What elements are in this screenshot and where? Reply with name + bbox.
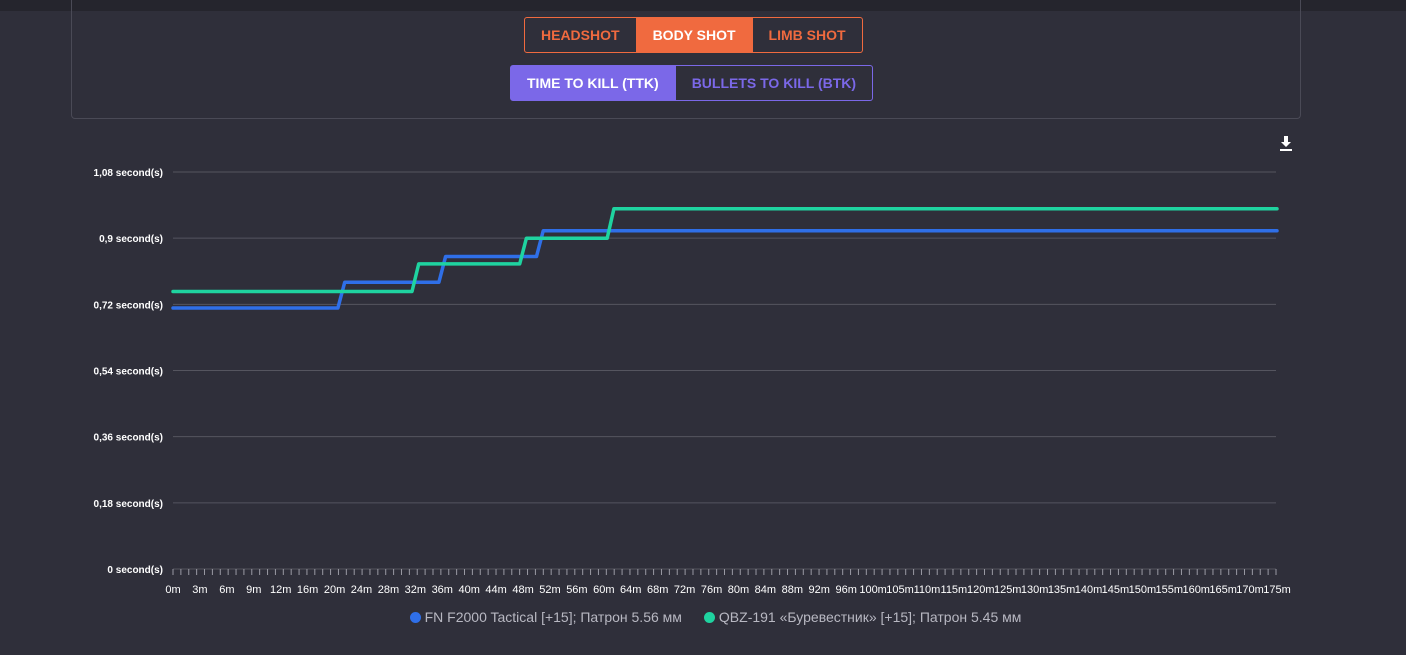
x-tick-label: 145m [1102,584,1130,596]
top-bar [0,0,1406,11]
x-tick-label: 16m [297,584,318,596]
x-tick-label: 150m [1129,584,1157,596]
x-tick-label: 80m [728,584,749,596]
x-tick-label: 115m [941,584,968,596]
y-tick-label: 0 second(s) [107,565,163,576]
x-tick-label: 105m [886,584,914,596]
ttk-button[interactable]: TIME TO KILL (TTK) [510,65,676,101]
legend-marker-series-2 [703,611,715,623]
x-tick-label: 130m [1021,584,1049,596]
x-tick-label: 84m [755,584,776,596]
legend-label-series-2: QBZ-191 «Буревестник» [+15]; Патрон 5.45… [718,609,1022,625]
x-tick-label: 28m [378,584,399,596]
x-tick-label: 72m [674,584,695,596]
legend-item-series-1[interactable]: FN F2000 Tactical [+15]; Патрон 5.56 мм [409,609,682,625]
shot-type-toggle: HEADSHOT BODY SHOT LIMB SHOT [524,17,863,53]
x-tick-label: 64m [620,584,641,596]
x-tick-label: 175m [1263,584,1291,596]
y-tick-label: 1,08 second(s) [94,168,163,179]
x-tick-label: 120m [967,584,995,596]
x-tick-label: 52m [539,584,560,596]
x-tick-label: 6m [219,584,234,596]
y-tick-label: 0,54 second(s) [94,367,163,378]
x-tick-label: 0m [165,584,180,596]
legend-item-series-2[interactable]: QBZ-191 «Буревестник» [+15]; Патрон 5.45… [703,609,1022,625]
x-tick-label: 48m [512,584,533,596]
x-tick-label: 160m [1182,584,1210,596]
x-tick-label: 24m [351,584,372,596]
filter-panel [71,0,1301,119]
x-tick-label: 12m [270,584,291,596]
x-tick-label: 88m [782,584,803,596]
x-tick-label: 100m [859,584,887,596]
chart-legend: FN F2000 Tactical [+15]; Патрон 5.56 мм … [0,609,1406,625]
legend-label-series-1: FN F2000 Tactical [+15]; Патрон 5.56 мм [424,609,682,625]
legend-marker-series-1 [409,611,421,623]
series-line-2 [171,207,1279,294]
y-tick-label: 0,72 second(s) [94,300,163,311]
x-tick-label: 9m [246,584,261,596]
x-tick-label: 110m [914,584,941,596]
y-tick-label: 0,18 second(s) [94,499,163,510]
download-icon[interactable] [1277,134,1295,152]
x-tick-label: 140m [1075,584,1103,596]
x-tick-label: 135m [1048,584,1076,596]
body-shot-button[interactable]: BODY SHOT [636,17,753,53]
metric-toggle: TIME TO KILL (TTK) BULLETS TO KILL (BTK) [510,65,874,101]
x-tick-label: 165m [1209,584,1237,596]
btk-button[interactable]: BULLETS TO KILL (BTK) [675,65,874,101]
limb-shot-button[interactable]: LIMB SHOT [752,17,863,53]
x-tick-label: 56m [566,584,587,596]
y-tick-label: 0,36 second(s) [94,433,163,444]
x-tick-label: 60m [593,584,614,596]
x-tick-label: 92m [809,584,830,596]
x-tick-label: 36m [432,584,453,596]
x-tick-label: 76m [701,584,722,596]
x-tick-label: 96m [835,584,856,596]
x-tick-label: 125m [994,584,1022,596]
x-tick-label: 170m [1236,584,1264,596]
x-tick-label: 40m [458,584,479,596]
headshot-button[interactable]: HEADSHOT [524,17,637,53]
y-tick-label: 0,9 second(s) [99,234,163,245]
x-tick-label: 68m [647,584,668,596]
x-tick-label: 44m [485,584,506,596]
series-line-1 [171,229,1279,310]
x-tick-label: 20m [324,584,345,596]
x-tick-label: 3m [192,584,207,596]
x-tick-label: 155m [1156,584,1184,596]
x-tick-label: 32m [405,584,426,596]
